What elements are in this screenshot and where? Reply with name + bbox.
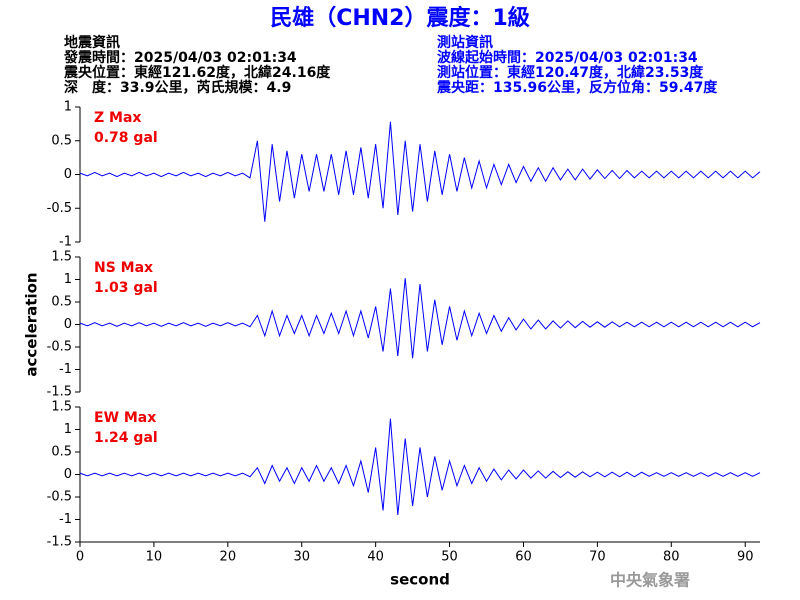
x-tick-label: 30 xyxy=(293,550,310,565)
y-tick-label: 0.5 xyxy=(51,295,72,310)
y-tick-label: 1 xyxy=(64,422,72,437)
annotation: 1.24 gal xyxy=(94,430,158,446)
info-text: 深 度：33.9公里，芮氏規模：4.9 xyxy=(64,79,291,96)
y-tick-label: 0.5 xyxy=(51,133,72,148)
waveform xyxy=(79,278,761,359)
y-tick-label: -1.5 xyxy=(47,385,72,400)
info-text: 地震資訊 xyxy=(64,34,120,51)
y-tick-label: 1 xyxy=(64,100,72,115)
y-tick-label: 1.5 xyxy=(51,400,72,415)
x-tick-label: 20 xyxy=(220,550,237,565)
y-tick-label: 1.5 xyxy=(51,250,72,265)
watermark: 中央氣象署 xyxy=(610,571,690,590)
y-tick-label: -1.5 xyxy=(47,535,72,550)
y-tick-label: 0.5 xyxy=(51,445,72,460)
y-tick-label: 1 xyxy=(64,272,72,287)
info-text: 測站資訊 xyxy=(437,34,493,51)
annotation: 1.03 gal xyxy=(94,280,158,296)
y-tick-label: -0.5 xyxy=(47,340,72,355)
x-tick-label: 40 xyxy=(367,550,384,565)
y-tick-label: -0.5 xyxy=(47,201,72,216)
x-tick-label: 90 xyxy=(737,550,754,565)
y-tick-label: -1 xyxy=(59,235,72,250)
annotation: NS Max xyxy=(94,260,153,276)
x-tick-label: 50 xyxy=(441,550,458,565)
x-tick-label: 0 xyxy=(76,550,84,565)
y-tick-label: 0 xyxy=(64,317,72,332)
waveform xyxy=(79,418,761,516)
info-text: 波線起始時間：2025/04/03 02:01:34 xyxy=(437,49,698,66)
y-tick-label: -1 xyxy=(59,362,72,377)
y-axis-label: acceleration xyxy=(23,272,41,376)
x-axis-label: second xyxy=(390,571,450,589)
y-tick-label: -1 xyxy=(59,512,72,527)
info-text: 測站位置：東經120.47度，北緯23.53度 xyxy=(437,64,704,81)
info-text: 震央距：135.96公里，反方位角：59.47度 xyxy=(436,79,718,96)
y-tick-label: 0 xyxy=(64,467,72,482)
chart-title: 民雄（CHN2）震度：1級 xyxy=(270,5,530,31)
annotation: EW Max xyxy=(94,410,156,426)
x-tick-label: 70 xyxy=(589,550,606,565)
x-tick-label: 60 xyxy=(515,550,532,565)
y-tick-label: 0 xyxy=(64,167,72,182)
info-text: 震央位置：東經121.62度，北緯24.16度 xyxy=(63,64,331,81)
annotation: 0.78 gal xyxy=(94,130,158,146)
x-tick-label: 80 xyxy=(663,550,680,565)
annotation: Z Max xyxy=(94,110,141,126)
waveform xyxy=(79,121,761,222)
x-tick-label: 10 xyxy=(146,550,163,565)
info-text: 發震時間：2025/04/03 02:01:34 xyxy=(63,49,297,66)
y-tick-label: -0.5 xyxy=(47,490,72,505)
